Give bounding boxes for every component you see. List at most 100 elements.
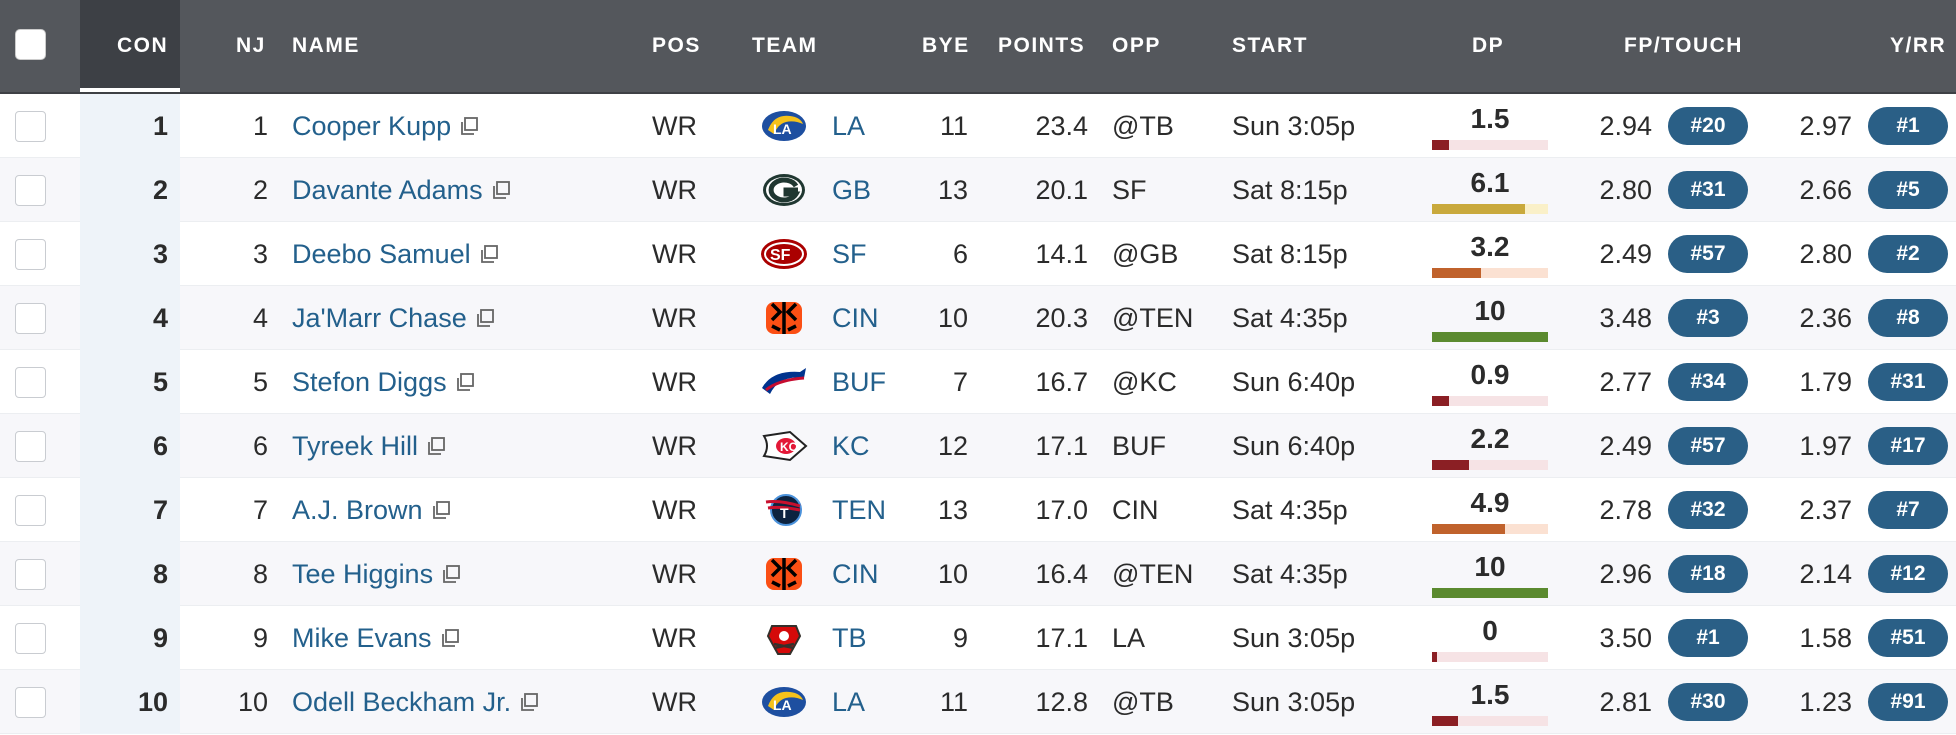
svg-text:LA: LA [773,697,792,713]
player-name[interactable]: Stefon Diggs [292,367,447,397]
team-link[interactable]: CIN [832,559,879,589]
col-header-nj[interactable]: NJ [236,34,266,57]
table-row: 6 6 Tyreek Hill WR KC KC 12 17.1 BUF Sun 6:40p 2.2… [0,414,1956,478]
fp-touch-value: 2.80 [1599,175,1652,205]
player-name[interactable]: Tee Higgins [292,559,434,589]
external-link-icon[interactable] [491,159,511,199]
row-checkbox[interactable] [15,111,46,142]
row-checkbox[interactable] [15,623,46,654]
player-name[interactable]: A.J. Brown [292,495,423,525]
y-rr-value: 2.14 [1799,559,1852,589]
position: WR [652,495,697,525]
col-header-team[interactable]: TEAM [752,34,818,57]
external-link-icon[interactable] [431,479,451,519]
row-checkbox[interactable] [15,687,46,718]
dp-value: 4.9 [1470,487,1510,518]
col-header-con[interactable]: CON [117,34,169,57]
row-checkbox[interactable] [15,431,46,462]
player-name[interactable]: Tyreek Hill [292,431,419,461]
player-name-link[interactable]: Ja'Marr Chase [292,286,495,350]
col-header-dp[interactable]: DP [1472,34,1505,57]
external-link-icon[interactable] [459,95,479,135]
points: 17.1 [1035,431,1088,461]
player-name-link[interactable]: Stefon Diggs [292,350,475,414]
points: 16.7 [1035,367,1088,397]
col-header-y-rr[interactable]: Y/RR [1890,34,1947,57]
row-checkbox[interactable] [15,367,46,398]
nj-rank: 3 [252,239,268,269]
player-name[interactable]: Ja'Marr Chase [292,303,467,333]
dp-value: 10 [1474,295,1506,326]
points: 17.0 [1035,495,1088,525]
points: 20.1 [1035,175,1088,205]
opponent: @TEN [1112,559,1194,589]
select-all-checkbox[interactable] [15,29,46,60]
row-checkbox[interactable] [15,303,46,334]
position: WR [652,111,697,141]
con-rank: 10 [137,687,168,717]
bills-logo [760,364,808,400]
row-checkbox[interactable] [15,175,46,206]
dp-bar [1432,588,1548,598]
table-header: CON NJ NAME POS TEAM BYE POINTS OPP STAR… [0,0,1956,94]
opponent: BUF [1112,431,1166,461]
col-header-points[interactable]: POINTS [998,34,1086,57]
player-name-link[interactable]: Tyreek Hill [292,414,446,478]
row-checkbox[interactable] [15,495,46,526]
team-link[interactable]: GB [832,175,872,205]
table-row: 4 4 Ja'Marr Chase WR CIN 10 20.3 @TEN Sat 4:35p 1… [0,286,1956,350]
team-link[interactable]: LA [832,687,866,717]
opponent: SF [1112,175,1147,205]
player-name[interactable]: Mike Evans [292,623,432,653]
player-name[interactable]: Deebo Samuel [292,239,471,269]
external-link-icon[interactable] [475,287,495,327]
external-link-icon[interactable] [519,671,539,711]
external-link-icon[interactable] [440,607,460,647]
player-name-link[interactable]: Tee Higgins [292,542,461,606]
dp-bar [1432,332,1548,342]
col-header-fp-touch[interactable]: FP/TOUCH [1624,34,1743,57]
team-link[interactable]: TEN [832,495,886,525]
player-name-link[interactable]: Cooper Kupp [292,94,479,158]
player-name-link[interactable]: Odell Beckham Jr. [292,670,539,734]
player-name-link[interactable]: A.J. Brown [292,478,451,542]
col-header-pos[interactable]: POS [652,34,701,57]
row-checkbox[interactable] [15,239,46,270]
dp-value: 6.1 [1470,167,1510,198]
team-link[interactable]: LA [832,111,866,141]
player-name-link[interactable]: Mike Evans [292,606,460,670]
points: 14.1 [1035,239,1088,269]
con-rank: 8 [152,559,168,589]
y-rr-value: 1.23 [1799,687,1852,717]
player-name[interactable]: Davante Adams [292,175,483,205]
external-link-icon[interactable] [479,223,499,263]
external-link-icon[interactable] [455,351,475,391]
rams-logo: LA [760,108,808,144]
dp-bar-fill [1432,332,1548,342]
player-name-link[interactable]: Deebo Samuel [292,222,499,286]
start-time: Sun 3:05p [1232,623,1356,653]
y-rr-rank-badge: #7 [1868,491,1948,529]
team-link[interactable]: TB [832,623,867,653]
player-name-link[interactable]: Davante Adams [292,158,511,222]
external-link-icon[interactable] [426,415,446,455]
col-header-name[interactable]: NAME [292,34,360,57]
player-name[interactable]: Cooper Kupp [292,111,452,141]
player-name[interactable]: Odell Beckham Jr. [292,687,512,717]
fp-touch-rank-badge: #20 [1668,107,1748,145]
table-row: 3 3 Deebo Samuel WR SF SF 6 14.1 @GB Sat 8:15p 3.2… [0,222,1956,286]
col-header-bye[interactable]: BYE [922,34,970,57]
col-header-start[interactable]: START [1232,34,1308,57]
team-link[interactable]: BUF [832,367,886,397]
fp-touch-rank-badge: #30 [1668,683,1748,721]
team-link[interactable]: SF [832,239,867,269]
bengals-logo [760,300,808,336]
row-checkbox[interactable] [15,559,46,590]
col-header-opp[interactable]: OPP [1112,34,1161,57]
y-rr-rank-badge: #2 [1868,235,1948,273]
fp-touch-rank-badge: #57 [1668,235,1748,273]
team-link[interactable]: CIN [832,303,879,333]
team-link[interactable]: KC [832,431,870,461]
opponent: @TEN [1112,303,1194,333]
external-link-icon[interactable] [441,543,461,583]
